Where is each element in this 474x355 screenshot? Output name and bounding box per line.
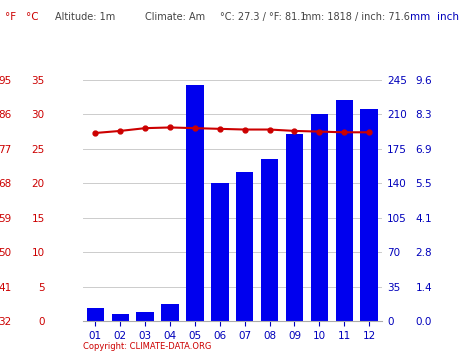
Text: °C: °C [26, 12, 39, 22]
Text: mm: 1818 / inch: 71.6: mm: 1818 / inch: 71.6 [302, 12, 410, 22]
Bar [286, 134, 303, 321]
Bar [137, 312, 154, 321]
Bar [211, 183, 228, 321]
Bar [161, 304, 179, 321]
Text: °F: °F [5, 12, 16, 22]
Bar [186, 85, 204, 321]
Text: Climate: Am: Climate: Am [145, 12, 205, 22]
Text: mm: mm [410, 12, 430, 22]
Bar [360, 109, 378, 321]
Bar [336, 100, 353, 321]
Bar [236, 171, 254, 321]
Text: Altitude: 1m: Altitude: 1m [55, 12, 115, 22]
Text: °C: 27.3 / °F: 81.1: °C: 27.3 / °F: 81.1 [220, 12, 307, 22]
Bar [261, 159, 278, 321]
Bar [87, 308, 104, 321]
Bar [111, 315, 129, 321]
Text: Copyright: CLIMATE-DATA.ORG: Copyright: CLIMATE-DATA.ORG [83, 343, 211, 351]
Bar [310, 114, 328, 321]
Text: inch: inch [437, 12, 459, 22]
